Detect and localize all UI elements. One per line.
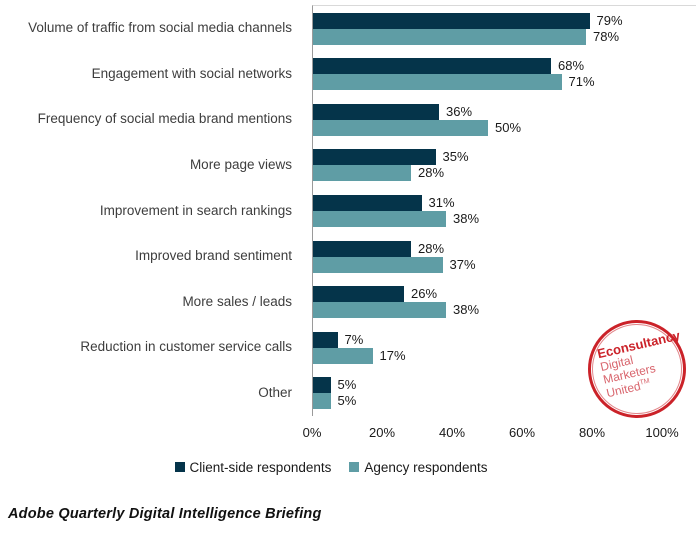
bar-group: 79% 78% [313,6,696,52]
client-bar [313,240,411,257]
agency-bar [313,302,446,319]
legend-label-client: Client-side respondents [189,459,332,475]
value-label: 37% [449,256,476,272]
bar-row: 38% [313,302,696,319]
value-label: 31% [428,195,455,211]
category-label: More page views [189,156,292,172]
category-label: More sales / leads [182,293,292,309]
legend: Client-side respondents Agency responden… [0,458,662,476]
legend-item-client: Client-side respondents [174,459,332,475]
x-axis-tick-label: 80% [578,425,606,440]
bar-row: 50% [313,119,696,136]
value-label: 35% [442,149,469,165]
category-label: Improvement in search rankings [99,202,292,218]
client-bar [313,149,436,166]
bar-group: 5% 5% [313,371,696,417]
x-axis-tick-label: 60% [508,425,536,440]
econsultancy-logo: Econsultancy Digital Marketers UnitedTM [588,320,686,418]
agency-bar [313,256,443,273]
client-bar [313,331,338,348]
x-axis-tick-label: 20% [368,425,396,440]
value-label: 50% [495,119,522,135]
bar-group: 68% 71% [313,52,696,98]
bar-row: 36% [313,103,696,120]
value-label: 78% [593,28,620,44]
bar-row: 71% [313,74,696,91]
value-label: 38% [453,302,480,318]
agency-bar [313,74,562,91]
category-label: Volume of traffic from social media chan… [28,20,292,36]
value-label: 68% [558,58,585,74]
bar-group: 35% 28% [313,143,696,189]
trademark-symbol: TM [639,377,651,387]
bar-row: 28% [313,165,696,182]
value-label: 5% [337,377,357,393]
agency-bar [313,119,488,136]
value-label: 71% [568,74,595,90]
bar-row: 17% [313,347,696,364]
client-bar [313,103,439,120]
bar-row: 7% [313,331,696,348]
bar-row: 26% [313,286,696,303]
value-label: 26% [411,286,438,302]
x-axis-tick-label: 100% [645,425,679,440]
bar-row: 31% [313,195,696,212]
legend-item-agency: Agency respondents [349,460,487,475]
legend-label-agency: Agency respondents [364,459,488,475]
x-axis-tick-label: 40% [438,425,466,440]
agency-bar [313,393,331,410]
x-axis: 0% 20% 40% 60% 80% 100% [303,425,679,441]
bar-group: 7% 17% [313,325,696,371]
value-label: 5% [337,393,357,409]
bar-row: 35% [313,149,696,166]
agency-bar [313,28,586,45]
x-axis-tick-label: 0% [302,425,322,440]
plot-area: Volume of traffic from social media chan… [0,5,696,416]
value-label: 7% [344,331,364,347]
category-label: Other [258,384,292,400]
bar-row: 5% [313,377,696,394]
bars-area: 79% 78% 68% 71% 36% 50% 35% 28% 31% 38% 28% 37% 26% 3… [312,5,696,416]
category-labels-column: Volume of traffic from social media chan… [0,5,302,415]
category-label: Improved brand sentiment [135,248,292,264]
value-label: 79% [596,12,623,28]
value-label: 28% [418,240,445,256]
client-bar [313,286,404,303]
bar-row: 38% [313,211,696,228]
client-bar [313,12,590,29]
value-label: 28% [418,165,445,181]
client-bar [313,195,422,212]
client-bar [313,58,551,75]
bar-row: 68% [313,58,696,75]
logo-inner-ring-icon [592,324,682,414]
category-label: Frequency of social media brand mentions [37,111,292,127]
bar-row: 78% [313,28,696,45]
value-label: 36% [446,103,473,119]
bar-group: 28% 37% [313,234,696,280]
source-caption: Adobe Quarterly Digital Intelligence Bri… [8,506,322,522]
value-label: 17% [379,347,406,363]
category-label: Reduction in customer service calls [80,339,292,355]
bar-row: 37% [313,256,696,273]
agency-bar [313,347,373,364]
client-series-marker [174,462,185,472]
bar-row: 28% [313,240,696,257]
bar-row: 79% [313,12,696,29]
value-label: 38% [453,211,480,227]
bar-group: 36% 50% [313,97,696,143]
bar-row: 5% [313,393,696,410]
category-label: Engagement with social networks [91,65,292,81]
client-bar [313,377,331,394]
agency-bar [313,165,411,182]
bar-group: 31% 38% [313,188,696,234]
agency-series-marker [349,462,360,472]
bar-group: 26% 38% [313,279,696,325]
agency-bar [313,211,446,228]
